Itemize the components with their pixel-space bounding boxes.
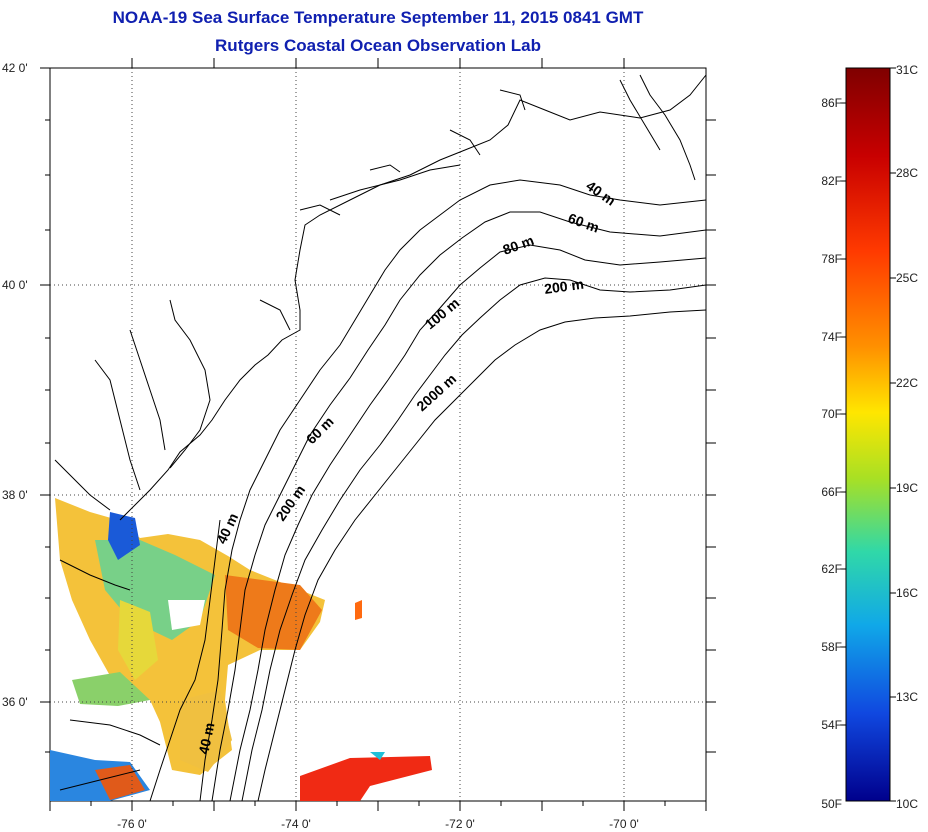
bathymetry-contours: [199, 179, 706, 801]
colorbar-c-label-28: 28C: [896, 166, 918, 180]
lon-tick-label-72: -72 0': [445, 817, 475, 831]
sst-data-layer: [50, 498, 432, 801]
colorbar-c-label-25: 25C: [896, 271, 918, 285]
colorbar-f-label-70: 70F: [821, 407, 842, 421]
lat-tick-label-40: 40 0': [2, 278, 28, 292]
longitude-axis: [49, 58, 707, 811]
colorbar: [845, 67, 891, 802]
map-title: NOAA-19 Sea Surface Temperature Septembe…: [112, 8, 644, 27]
colorbar-c-label-10: 10C: [896, 797, 918, 811]
colorbar-f-label-50: 50F: [821, 797, 842, 811]
contour-label-200m-north: 200 m: [543, 276, 585, 297]
lon-tick-label-74: -74 0': [281, 817, 311, 831]
lat-tick-label-38: 38 0': [2, 488, 28, 502]
colorbar-f-label-78: 78F: [821, 252, 842, 266]
colorbar-f-label-58: 58F: [821, 640, 842, 654]
lon-tick-label-76: -76 0': [117, 817, 147, 831]
contour-label-40m-south: 40 m: [195, 721, 217, 756]
lat-tick-label-42: 42 0': [2, 61, 28, 75]
colorbar-c-label-19: 19C: [896, 481, 918, 495]
colorbar-f-label-86: 86F: [821, 96, 842, 110]
colorbar-c-label-31: 31C: [896, 63, 918, 77]
colorbar-ticks: [840, 67, 896, 802]
colorbar-c-label-16: 16C: [896, 586, 918, 600]
coastline: [54, 74, 706, 801]
colorbar-f-label-66: 66F: [821, 485, 842, 499]
latitude-axis: [40, 67, 716, 753]
colorbar-c-label-22: 22C: [896, 376, 918, 390]
map-gridlines: [50, 68, 706, 801]
map-subtitle: Rutgers Coastal Ocean Observation Lab: [215, 36, 541, 55]
colorbar-c-label-13: 13C: [896, 690, 918, 704]
colorbar-f-label-54: 54F: [821, 718, 842, 732]
colorbar-f-label-82: 82F: [821, 174, 842, 188]
colorbar-f-label-74: 74F: [821, 330, 842, 344]
colorbar-f-label-62: 62F: [821, 562, 842, 576]
lat-tick-label-36: 36 0': [2, 695, 28, 709]
lon-tick-label-70: -70 0': [609, 817, 639, 831]
